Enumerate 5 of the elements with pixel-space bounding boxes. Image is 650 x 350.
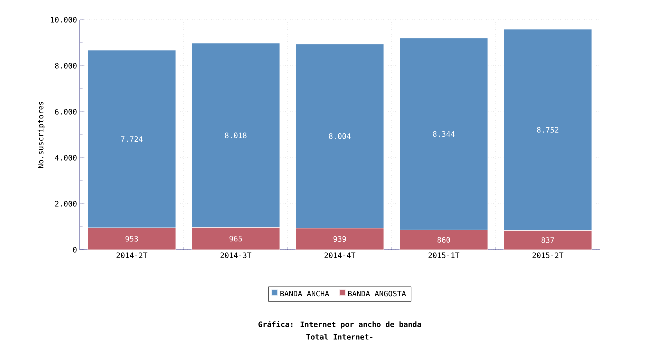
bar <box>504 230 592 250</box>
bar <box>192 228 280 250</box>
bar <box>400 230 488 250</box>
bar <box>88 228 176 250</box>
bar <box>296 228 384 250</box>
